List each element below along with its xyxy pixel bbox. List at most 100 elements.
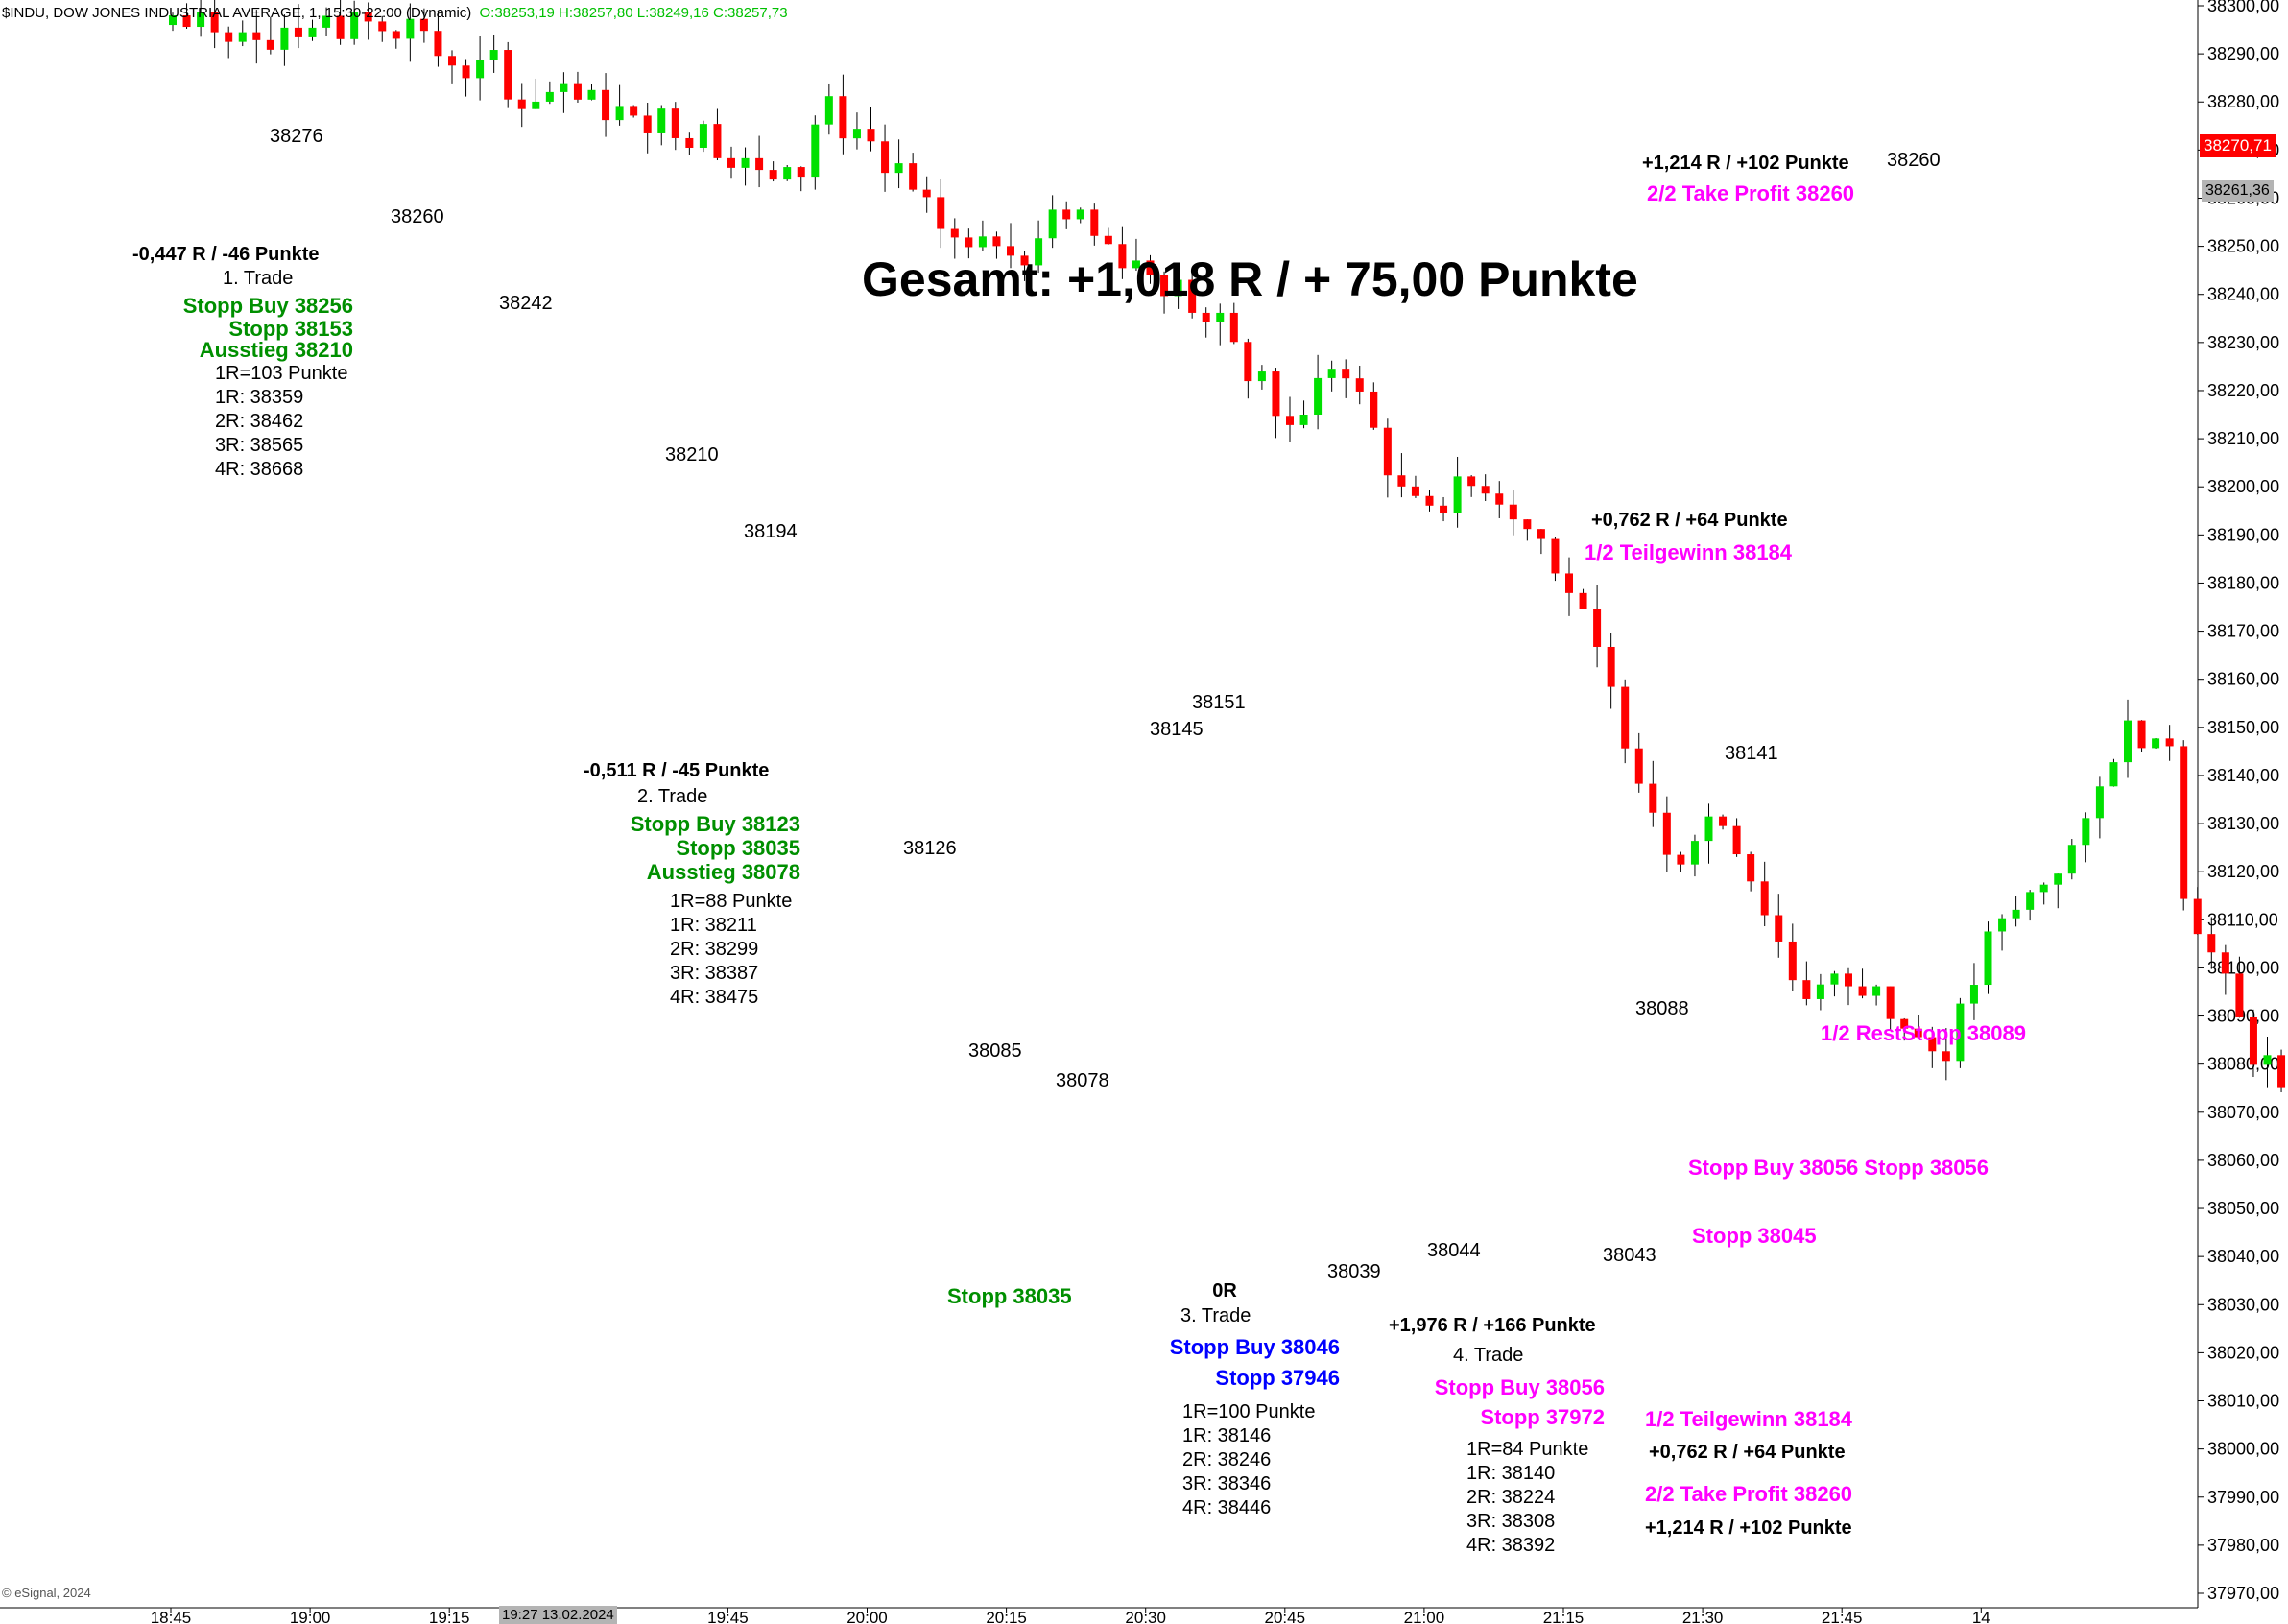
candle-body	[476, 60, 485, 79]
trade3-stop: Stopp 37946	[1215, 1366, 1340, 1390]
candle-body	[350, 12, 359, 39]
candle-body	[1830, 973, 1839, 985]
candle-body	[657, 108, 666, 133]
x-tick-label: 19:45	[707, 1609, 749, 1623]
candle-body	[225, 32, 233, 42]
candle-body	[517, 99, 526, 109]
x-tick-label: 18:45	[151, 1609, 192, 1623]
x-tick-label: 20:15	[986, 1609, 1027, 1623]
reference-price-tag: 38261,36	[2202, 180, 2274, 202]
candle-body	[909, 163, 918, 190]
candle-body	[1244, 342, 1252, 382]
candle-body	[615, 106, 624, 121]
candle-body	[1788, 941, 1797, 981]
candle-body	[2124, 720, 2132, 763]
candle-body	[434, 31, 442, 57]
candle-body	[1551, 538, 1560, 574]
trade2-r3: 3R: 38387	[670, 963, 759, 984]
candle-body	[266, 39, 274, 50]
candle-body	[406, 18, 415, 39]
candle-body	[1035, 238, 1043, 266]
candle-body	[1467, 476, 1476, 487]
candle-body	[1914, 1028, 1922, 1038]
trade4-stop: Stopp 37972	[1480, 1405, 1605, 1429]
candle-body	[1719, 816, 1728, 826]
candle-body	[992, 236, 1001, 247]
candle-body	[1565, 573, 1573, 593]
y-tick-label: 38200,00	[2207, 477, 2279, 496]
trade4-take-profit: 2/2 Take Profit 38260	[1645, 1482, 1853, 1506]
candle-body	[1216, 312, 1225, 322]
trade1-result: -0,447 R / -46 Punkte	[132, 244, 320, 265]
candle-body	[336, 15, 345, 39]
y-tick-label: 38000,00	[2207, 1440, 2279, 1459]
y-tick-label: 38120,00	[2207, 862, 2279, 881]
y-tick-label: 38180,00	[2207, 573, 2279, 592]
candle-body	[881, 141, 890, 174]
candle-body	[2207, 934, 2216, 953]
candle-body	[643, 115, 652, 133]
candle-body	[1747, 854, 1755, 882]
x-tick-label: 21:30	[1682, 1609, 1724, 1623]
candle-body	[1858, 986, 1867, 996]
level-label: 38141	[1725, 743, 1778, 764]
y-tick-label: 38010,00	[2207, 1392, 2279, 1411]
trade3-r1: 1R: 38146	[1182, 1425, 1272, 1446]
candle-body	[1607, 646, 1615, 687]
candle-body	[1048, 209, 1057, 239]
trade3-result: 0R	[1212, 1280, 1237, 1302]
candle-body	[1942, 1051, 1950, 1062]
candle-body	[1634, 748, 1643, 784]
copyright: © eSignal, 2024	[2, 1586, 91, 1600]
candle-body	[2039, 884, 2048, 893]
trade3-r-size: 1R=100 Punkte	[1182, 1401, 1316, 1422]
candle-body	[1425, 495, 1434, 506]
total-result: Gesamt: +1,018 R / + 75,00 Punkte	[862, 252, 1638, 306]
candle-body	[2026, 892, 2035, 910]
candle-body	[755, 157, 764, 171]
candle-body	[1845, 973, 1852, 987]
trade2-r2: 2R: 38299	[670, 939, 759, 960]
trade4-partial-result: +0,762 R / +64 Punkte	[1649, 1442, 1846, 1463]
candle-body	[783, 167, 792, 180]
y-tick-label: 38160,00	[2207, 670, 2279, 689]
candle-body	[1370, 391, 1378, 428]
symbol-title: $INDU, DOW JONES INDUSTRIAL AVERAGE, 1, …	[2, 5, 472, 21]
trade1-entry: Stopp Buy 38256	[182, 294, 353, 318]
level-label: 38088	[1635, 998, 1689, 1019]
candle-body	[630, 106, 638, 116]
y-tick-label: 37990,00	[2207, 1488, 2279, 1507]
trade4-r1: 1R: 38140	[1466, 1463, 1556, 1484]
x-tick-label: 21:45	[1822, 1609, 1863, 1623]
candle-body	[364, 12, 372, 22]
candle-body	[950, 228, 959, 238]
candle-body	[1314, 377, 1323, 416]
trade2-r-size: 1R=88 Punkte	[670, 891, 793, 912]
candle-body	[573, 83, 582, 100]
candle-body	[308, 27, 317, 37]
y-tick-label: 38050,00	[2207, 1199, 2279, 1218]
candle-body	[1104, 235, 1112, 245]
candle-body	[1704, 816, 1713, 842]
candle-body	[1956, 1003, 1965, 1062]
candle-body	[587, 89, 596, 100]
trade4-result: +1,976 R / +166 Punkte	[1389, 1315, 1596, 1336]
candle-body	[1886, 986, 1895, 1019]
trade1-r3: 3R: 38565	[215, 435, 304, 456]
candle-body	[2152, 738, 2160, 749]
y-tick-label: 38020,00	[2207, 1343, 2279, 1362]
trade3-r2: 2R: 38246	[1182, 1449, 1272, 1470]
candle-body	[1593, 609, 1602, 647]
level-label: 38078	[1056, 1070, 1109, 1091]
candle-body	[238, 32, 247, 42]
trade3-r4: 4R: 38446	[1182, 1497, 1272, 1518]
candle-body	[1090, 209, 1099, 236]
ohlc-readout: O:38253,19 H:38257,80 L:38249,16 C:38257…	[479, 5, 788, 21]
level-label: 38085	[968, 1040, 1022, 1062]
candle-body	[197, 12, 205, 28]
y-tick-label: 38080,00	[2207, 1055, 2279, 1074]
candle-body	[1342, 369, 1350, 379]
level-label: 38210	[665, 444, 719, 466]
candle-body	[797, 167, 805, 178]
